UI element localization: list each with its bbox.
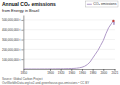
grid [23,20,115,59]
y-tick-label: 500,000,000 t [2,18,21,22]
marks [23,20,114,69]
legend-swatch [87,4,92,5]
x-tick-label: 1960 [79,71,86,75]
y-axis: 100,000,000 t 200,000,000 t 300,000,000 t 4… [2,16,24,70]
x-tick-label: 1940 [68,71,75,75]
y-tick-mark [21,20,23,21]
x-tick: 1920 [58,69,65,75]
grid-line [23,49,115,50]
y-tick: 100,000,000 t [2,58,23,62]
y-tick: 400,000,000 t [2,28,23,32]
grid-line [23,19,115,20]
x-tick-label: 1850 [21,71,28,75]
series-line [23,21,114,69]
legend-label: CO₂ emissions [93,2,116,6]
y-tick-mark [21,30,23,31]
y-tick-mark [21,59,23,60]
y-tick: 200,000,000 t [2,48,23,52]
y-tick: 300,000,000 t [2,38,23,42]
legend-box [85,1,118,7]
plot: 100,000,000 t 200,000,000 t 300,000,000 t 4… [2,16,119,76]
x-tick: 1850 [21,69,28,75]
x-tick-label: 2000 [100,71,107,75]
y-tick-label: 400,000,000 t [2,28,21,32]
peak-point [112,20,114,22]
x-tick: 1960 [79,69,86,75]
y-tick-mark [21,40,23,41]
annotation: OurWorldInData.org/co2-and-greenhouse-ga… [2,81,89,85]
y-tick-label: 200,000,000 t [2,48,21,52]
grid-line [23,29,115,30]
y-tick-label: 100,000,000 t [2,58,21,62]
y-tick-label: 300,000,000 t [2,38,21,42]
x-tick: 2021 [112,69,119,75]
chart: Annual CO₂ emissionsfrom Energy in Brazi… [0,0,120,85]
title: Annual CO₂ emissions [2,1,56,7]
x-tick: 1980 [90,69,97,75]
y-axis-line [23,16,24,70]
y-tick-mark [21,49,23,50]
grid-line [23,39,115,40]
x-tick: 1940 [68,69,75,75]
legend: CO₂ emissions [85,1,118,7]
x-tick-label: 1900 [47,71,54,75]
subtitle: from Energy in Brazil [2,8,39,13]
x-tick-label: 2021 [112,71,119,75]
x-tick-label: 1980 [90,71,97,75]
x-axis: 1850 1900 19201940 1960 19802000 2021 [21,69,119,75]
x-axis-line [24,69,116,70]
grid-line [23,59,115,60]
x-tick: 1900 [47,69,54,75]
x-tick: 2000 [100,69,107,75]
y-tick: 500,000,000 t [2,18,23,22]
x-tick-label: 1920 [58,71,65,75]
